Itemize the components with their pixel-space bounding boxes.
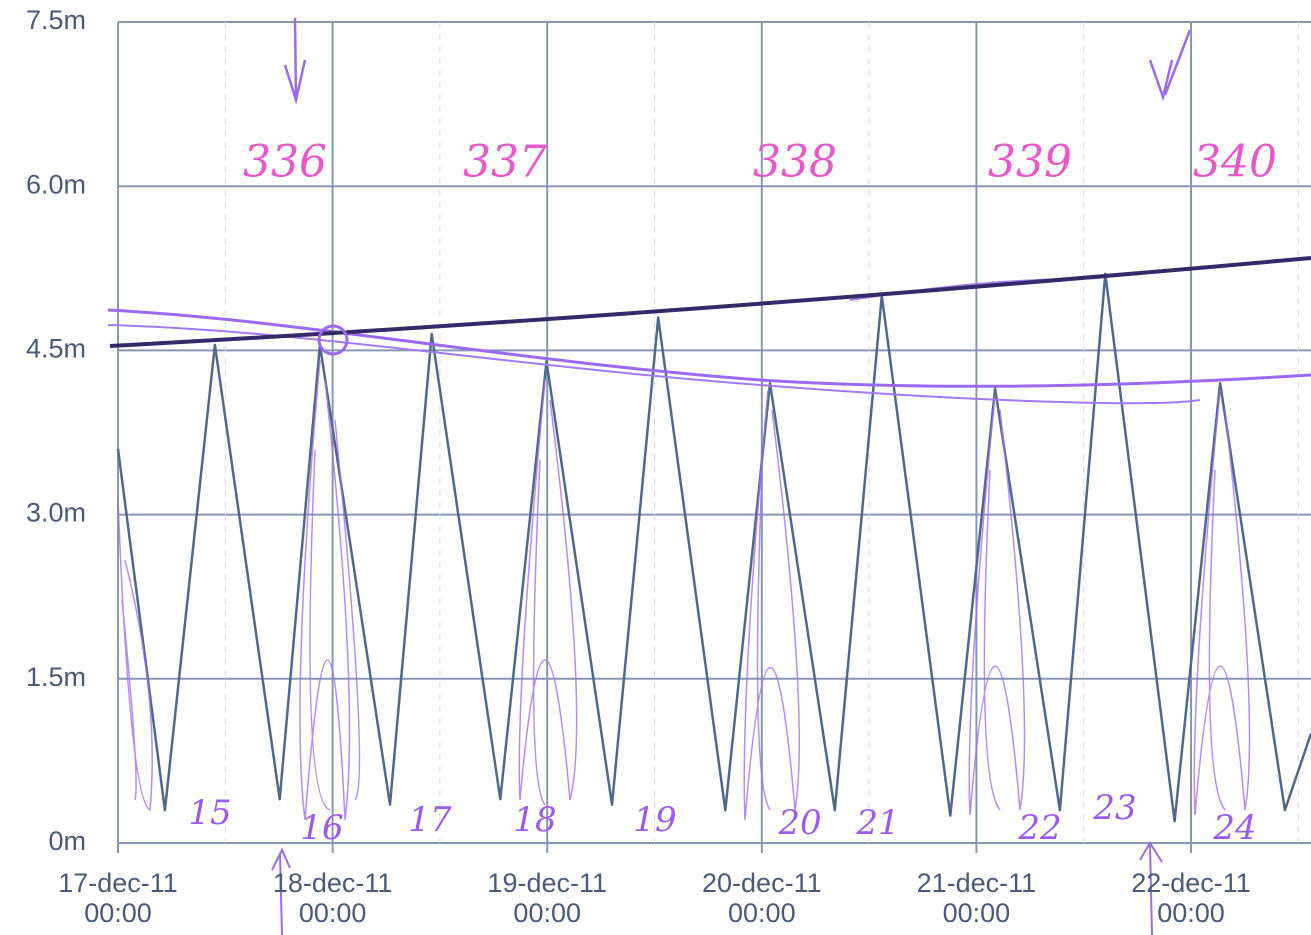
annotation: 18 bbox=[513, 800, 556, 840]
annotation: 19 bbox=[633, 800, 676, 840]
annotation: 21 bbox=[855, 803, 899, 843]
arrow bbox=[1150, 30, 1190, 97]
x-tick-label: 18-dec-11 bbox=[273, 868, 393, 898]
annotation: 339 bbox=[988, 137, 1072, 188]
annotation: 15 bbox=[188, 793, 231, 833]
x-tick-label: 00:00 bbox=[1157, 898, 1225, 928]
x-tick-label: 21-dec-11 bbox=[917, 868, 1037, 898]
annotation: 24 bbox=[1212, 808, 1256, 848]
x-tick-label: 00:00 bbox=[513, 898, 581, 928]
annotation: 22 bbox=[1017, 808, 1061, 848]
hand-line bbox=[110, 258, 1311, 346]
annotation: 23 bbox=[1092, 788, 1136, 828]
x-tick-label: 20-dec-11 bbox=[702, 868, 822, 898]
x-tick-label: 00:00 bbox=[943, 898, 1011, 928]
x-tick-label: 00:00 bbox=[728, 898, 796, 928]
y-tick-label: 0m bbox=[48, 826, 86, 856]
arrow bbox=[285, 18, 305, 100]
x-tick-label: 22-dec-11 bbox=[1131, 868, 1251, 898]
y-tick-label: 1.5m bbox=[26, 662, 86, 692]
y-tick-label: 7.5m bbox=[26, 5, 86, 35]
x-tick-label: 00:00 bbox=[84, 898, 152, 928]
plot bbox=[118, 274, 1311, 821]
tide-line bbox=[118, 274, 1311, 821]
x-tick-label: 00:00 bbox=[299, 898, 367, 928]
annotation: 16 bbox=[300, 808, 343, 848]
annotation: 336 bbox=[243, 137, 327, 188]
annotation: 340 bbox=[1193, 137, 1277, 188]
annotation: 20 bbox=[777, 803, 821, 843]
x-tick-label: 19-dec-11 bbox=[487, 868, 607, 898]
annotation: 337 bbox=[463, 137, 547, 188]
y-tick-label: 3.0m bbox=[26, 498, 86, 528]
y-tick-label: 6.0m bbox=[26, 169, 86, 199]
y-tick-label: 4.5m bbox=[26, 334, 86, 364]
annotation: 338 bbox=[753, 137, 837, 188]
chart: 0m1.5m3.0m4.5m6.0m7.5m17-dec-1100:0018-d… bbox=[0, 0, 1311, 935]
scribble bbox=[108, 310, 1311, 386]
annotation: 17 bbox=[408, 800, 452, 840]
x-tick-label: 17-dec-11 bbox=[58, 868, 178, 898]
